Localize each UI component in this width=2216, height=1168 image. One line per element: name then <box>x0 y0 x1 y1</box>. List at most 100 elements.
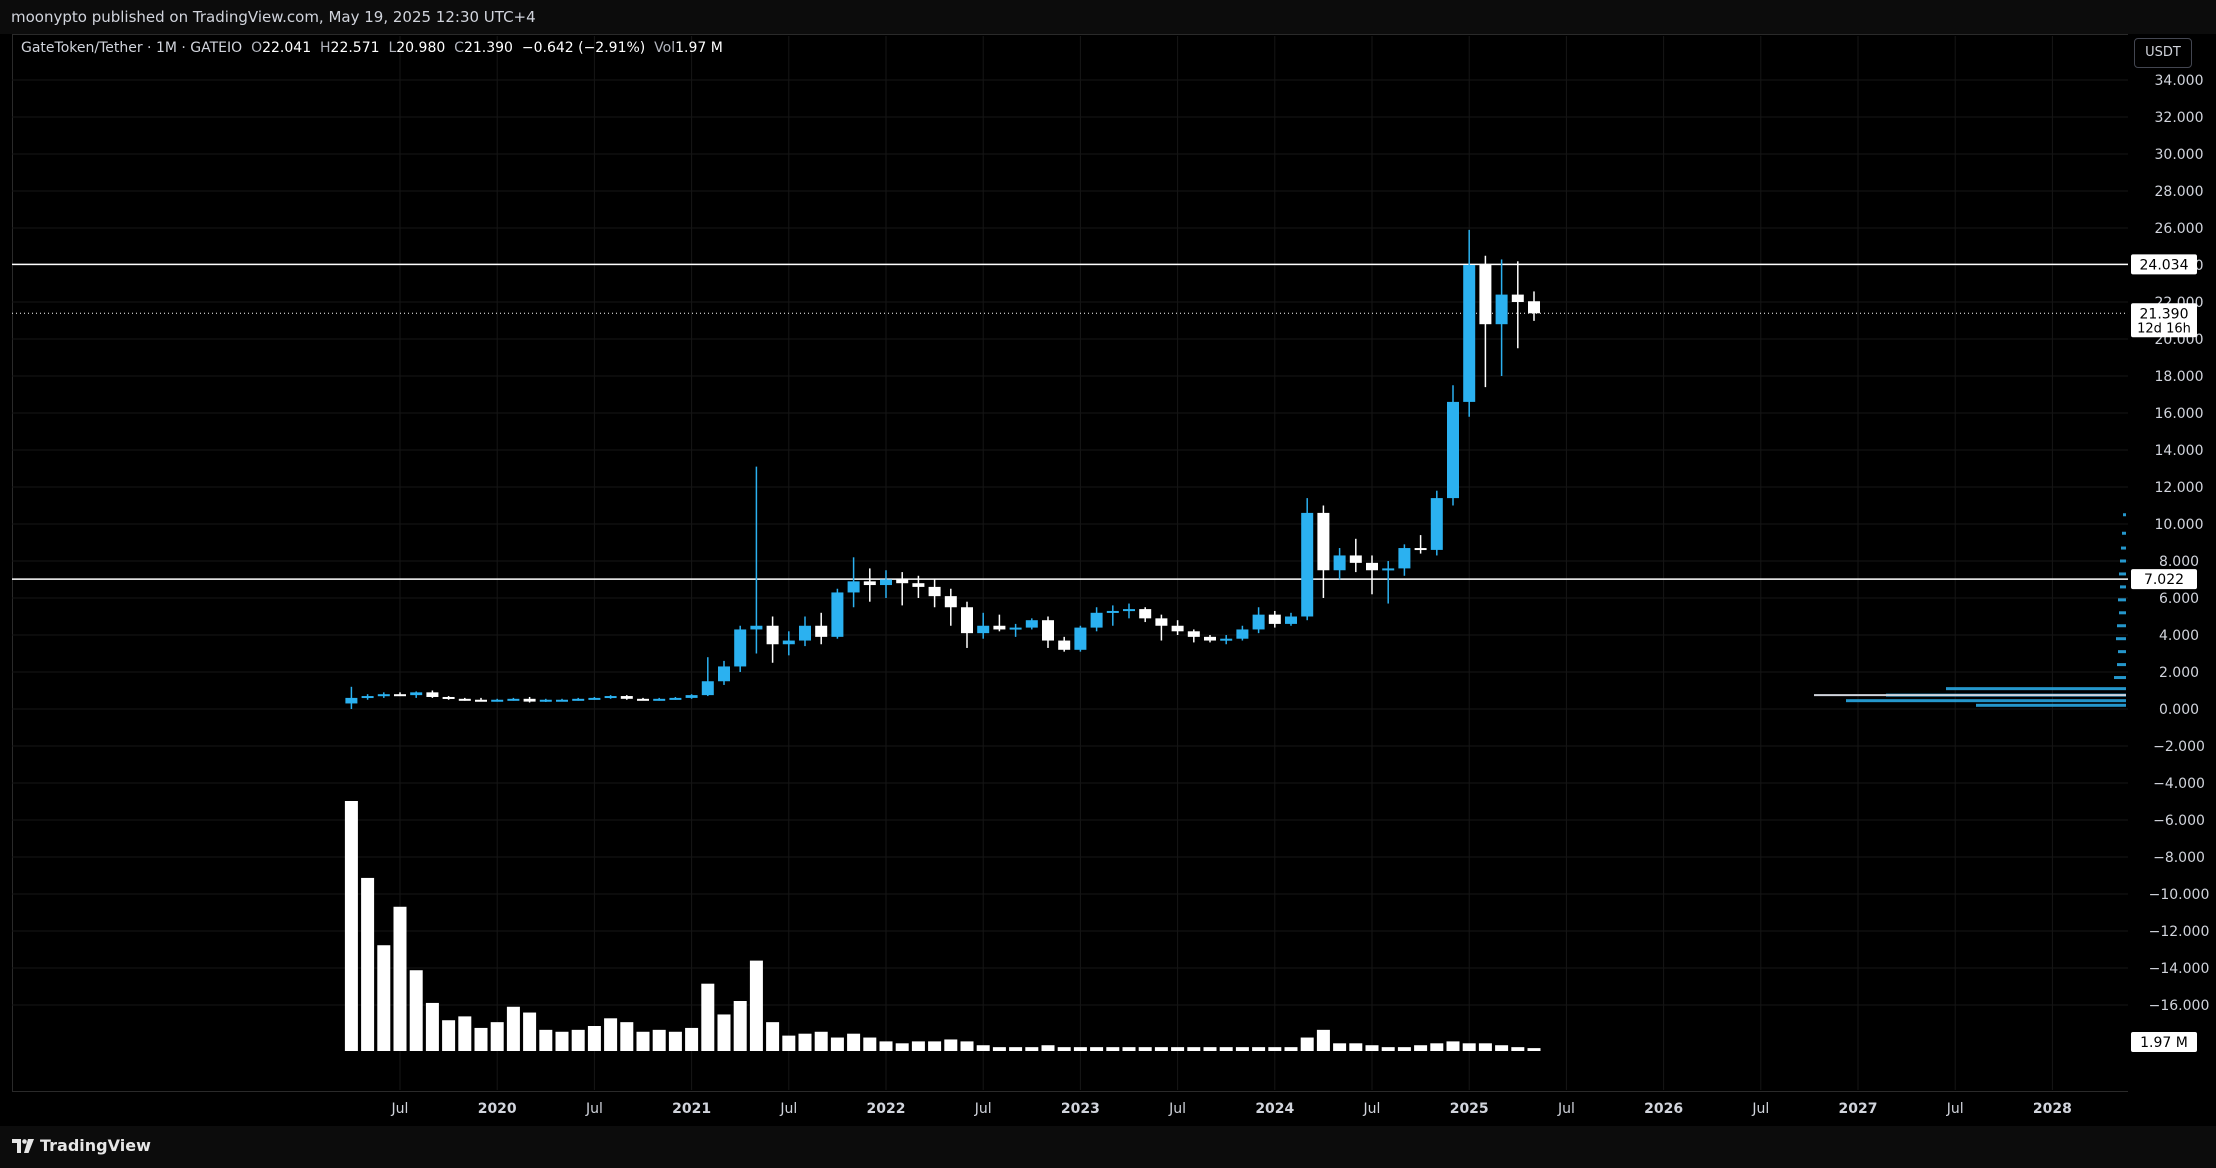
candle-body <box>1382 568 1395 571</box>
volume-profile-bar <box>2120 559 2126 563</box>
symbol-name: GateToken/Tether · 1M · GATEIO <box>21 40 243 56</box>
volume-bar <box>1106 1047 1120 1051</box>
candle-body <box>442 696 455 699</box>
candle-body <box>572 698 585 701</box>
volume-profile-bar <box>2119 611 2126 615</box>
volume-bar <box>620 1022 634 1051</box>
volume-bar <box>1187 1047 1201 1051</box>
candle-body <box>718 666 730 682</box>
open-label: O <box>251 40 263 56</box>
y-tick-label: 16.000 <box>2155 406 2204 422</box>
volume-bar <box>1268 1047 1282 1051</box>
y-tick-label: 30.000 <box>2155 147 2204 163</box>
published-header: moonypto published on TradingView.com, M… <box>0 0 2216 34</box>
candle-body <box>410 692 423 696</box>
volume-axis-label: 1.97 M <box>2140 1035 2188 1051</box>
volume-bar <box>847 1033 861 1051</box>
volume-value: 1.97 M <box>675 40 723 56</box>
x-tick-label: 2020 <box>478 1101 517 1117</box>
candle-body <box>782 640 795 645</box>
candle-body <box>1204 636 1216 641</box>
y-tick-label: 6.000 <box>2159 591 2199 607</box>
y-tick-label: −2.000 <box>2153 739 2205 755</box>
volume-bar <box>1138 1047 1152 1051</box>
volume-bar <box>1219 1047 1233 1051</box>
candle-body <box>539 699 552 702</box>
currency-button[interactable]: USDT <box>2134 38 2192 68</box>
tradingview-logo-icon <box>12 1138 34 1153</box>
candle-body <box>977 625 990 634</box>
high-value: 22.571 <box>330 40 380 56</box>
volume-bar <box>863 1037 877 1051</box>
candle-body <box>523 698 536 702</box>
volume-profile-bar <box>2123 513 2126 517</box>
volume-bar <box>1527 1048 1541 1051</box>
x-tick-label: Jul <box>974 1101 992 1117</box>
candle-body <box>799 625 811 641</box>
volume-bar <box>911 1041 925 1051</box>
volume-bar <box>1462 1043 1476 1051</box>
candle-body <box>1285 616 1297 624</box>
candle-body <box>1106 610 1119 613</box>
candle-body <box>556 699 568 702</box>
candle-body <box>1123 609 1135 612</box>
candle-body <box>1463 265 1476 402</box>
x-tick-label: 2024 <box>1255 1101 1294 1117</box>
x-tick-label: 2023 <box>1061 1101 1100 1117</box>
x-tick-label: Jul <box>1751 1101 1769 1117</box>
candle-body <box>1447 401 1459 499</box>
volume-bar <box>523 1012 537 1051</box>
candle-body <box>1479 265 1492 325</box>
volume-bar <box>1154 1047 1168 1051</box>
candle-body <box>1414 548 1427 551</box>
volume-bar <box>733 1001 747 1051</box>
candle-body <box>1252 614 1265 630</box>
volume-bar <box>830 1037 844 1051</box>
x-tick-label: Jul <box>391 1101 409 1117</box>
candle-body <box>653 698 666 701</box>
candle-body <box>750 625 763 630</box>
volume-bar <box>1414 1045 1428 1051</box>
volume-bar <box>458 1016 472 1051</box>
y-tick-label: 12.000 <box>2155 480 2204 496</box>
volume-profile-bar <box>1976 703 2126 707</box>
candle-body <box>345 697 358 704</box>
candle-body <box>1025 620 1038 628</box>
candle-body <box>361 696 374 699</box>
x-tick-label: 2021 <box>672 1101 711 1117</box>
volume-bar <box>992 1047 1006 1051</box>
tradingview-logo[interactable]: TradingView <box>12 1136 151 1155</box>
y-axis: 34.00032.00030.00028.00026.00024.00022.0… <box>2128 34 2209 1092</box>
candle-body <box>1398 548 1411 569</box>
low-label: L <box>388 40 397 56</box>
candle-body <box>961 607 973 634</box>
y-tick-label: 26.000 <box>2155 221 2204 237</box>
x-tick-label: 2026 <box>1644 1101 1683 1117</box>
volume-bar <box>1057 1047 1071 1051</box>
x-tick-label: Jul <box>779 1101 797 1117</box>
volume-bar <box>685 1027 699 1051</box>
volume-bar <box>571 1029 585 1051</box>
volume-bar <box>766 1022 780 1051</box>
candle-body <box>734 629 747 667</box>
candle-body <box>766 625 779 645</box>
x-tick-label: 2027 <box>1839 1101 1878 1117</box>
volume-bar <box>1252 1047 1266 1051</box>
volume-profile-bar <box>2118 598 2126 602</box>
volume-bar <box>1381 1047 1395 1051</box>
candle-body <box>912 583 925 587</box>
candle-body <box>944 596 957 608</box>
candle-body <box>458 698 471 701</box>
y-tick-label: −14.000 <box>2149 961 2210 977</box>
candle-body <box>928 586 941 597</box>
candle-body <box>1058 640 1071 650</box>
volume-bar <box>1122 1047 1136 1051</box>
candle-body <box>1349 555 1362 563</box>
x-tick-label: 2022 <box>867 1101 906 1117</box>
volume-bar <box>474 1027 488 1051</box>
volume-bar <box>1025 1047 1039 1051</box>
volume-bar <box>1203 1047 1217 1051</box>
volume-profile-bar <box>2116 637 2126 641</box>
candle-body <box>847 581 860 593</box>
